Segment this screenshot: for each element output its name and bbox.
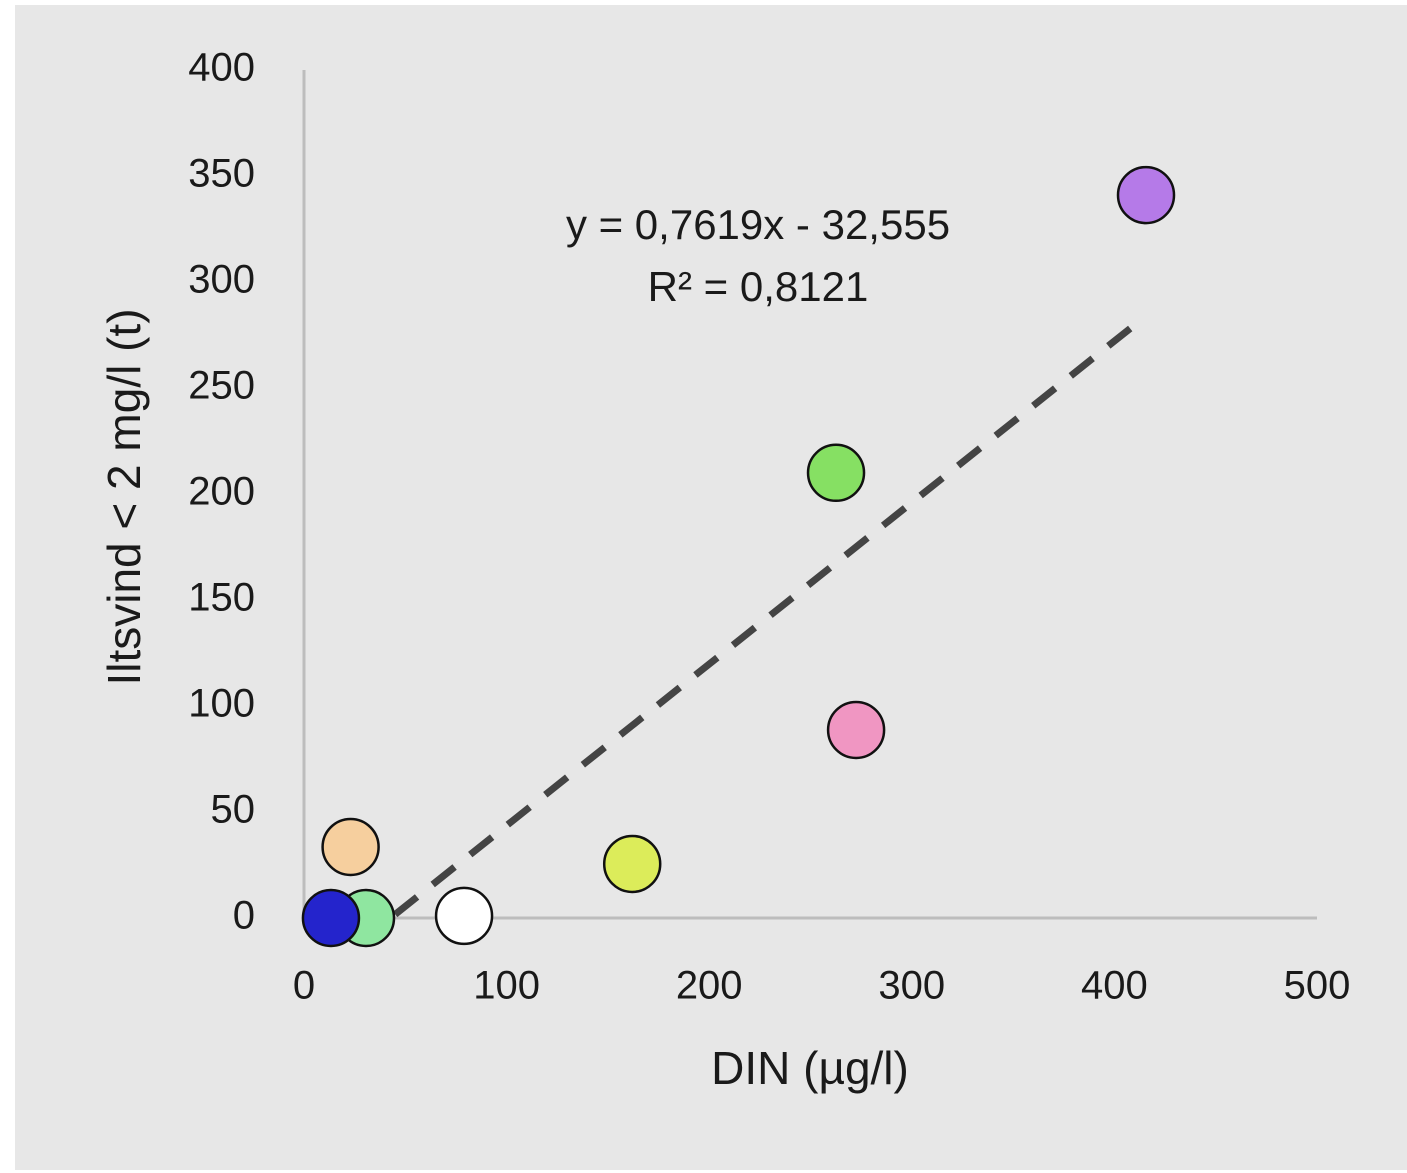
y-tick-label: 300 bbox=[188, 258, 255, 302]
trend-equation: y = 0,7619x - 32,555 bbox=[566, 201, 950, 248]
x-tick-label: 400 bbox=[1081, 964, 1148, 1008]
y-axis-title: Iltsvind < 2 mg/l (t) bbox=[98, 308, 150, 685]
y-tick-label: 350 bbox=[188, 152, 255, 196]
data-point bbox=[602, 834, 662, 894]
y-tick-label: 100 bbox=[188, 682, 255, 726]
y-tick-label: 200 bbox=[188, 470, 255, 514]
x-tick-label: 200 bbox=[676, 964, 743, 1008]
x-tick-label: 0 bbox=[293, 964, 315, 1008]
y-tick-label: 50 bbox=[211, 788, 256, 832]
chart-background bbox=[15, 5, 1407, 1170]
data-point bbox=[321, 817, 380, 877]
y-tick-label: 250 bbox=[188, 364, 255, 408]
y-tick-label: 150 bbox=[188, 576, 255, 620]
x-tick-label: 500 bbox=[1284, 964, 1351, 1008]
y-tick-label: 400 bbox=[188, 46, 255, 90]
data-point bbox=[434, 886, 494, 946]
y-tick-label: 0 bbox=[233, 894, 255, 938]
x-tick-label: 300 bbox=[878, 964, 945, 1008]
data-point bbox=[806, 443, 866, 503]
data-point bbox=[826, 700, 886, 760]
data-point bbox=[301, 888, 361, 948]
x-tick-label: 100 bbox=[473, 964, 540, 1008]
x-axis-title: DIN (µg/l) bbox=[711, 1042, 909, 1094]
trend-r-squared: R² = 0,8121 bbox=[648, 263, 869, 310]
data-point bbox=[1116, 165, 1176, 225]
trendline bbox=[392, 323, 1135, 918]
